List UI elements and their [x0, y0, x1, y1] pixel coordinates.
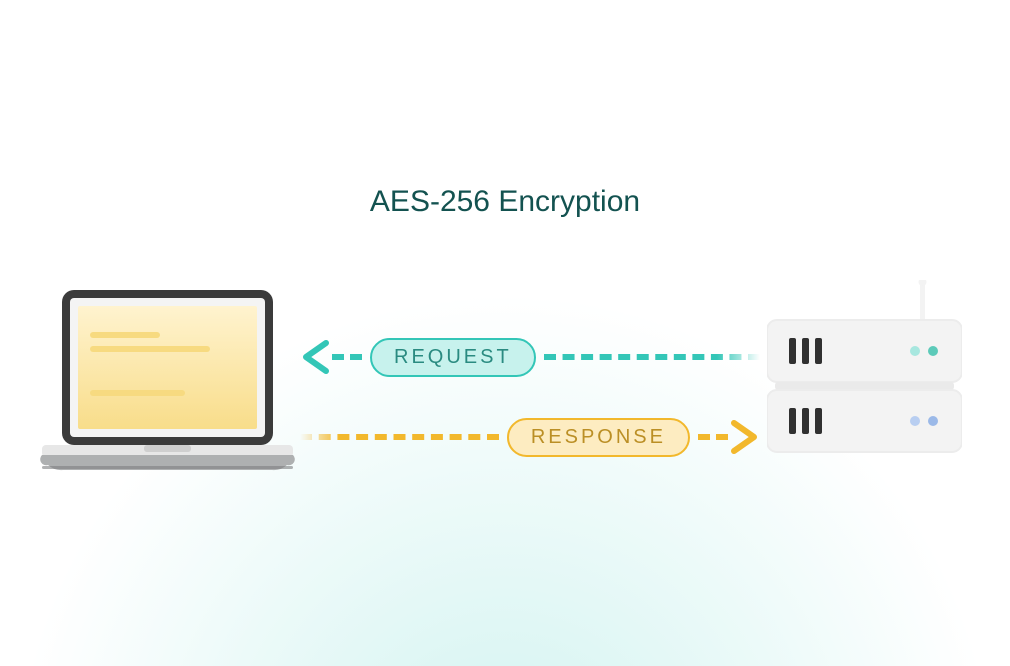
- dash-segment: [544, 354, 760, 360]
- server-icon: [767, 280, 962, 470]
- dash-segment: [332, 354, 362, 360]
- dash-segment: [698, 434, 728, 440]
- arrow-right-icon: [728, 419, 760, 455]
- flow-container: REQUEST RESPONSE: [300, 320, 760, 460]
- dash-segment: [300, 434, 499, 440]
- diagram-canvas: AES-256 Encryption: [0, 0, 1010, 666]
- request-badge: REQUEST: [370, 338, 536, 377]
- diagram-title: AES-256 Encryption: [0, 185, 1010, 219]
- response-flow: RESPONSE: [300, 412, 760, 462]
- arrow-left-icon: [300, 339, 332, 375]
- response-badge: RESPONSE: [507, 418, 690, 457]
- laptop-icon: [40, 290, 295, 480]
- request-flow: REQUEST: [300, 332, 760, 382]
